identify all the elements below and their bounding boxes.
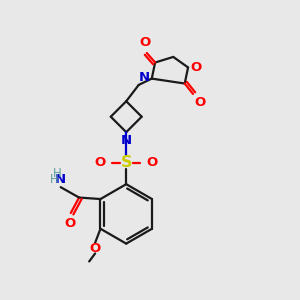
Text: H: H (50, 173, 58, 186)
Text: N: N (55, 173, 66, 186)
Text: O: O (147, 156, 158, 169)
Text: N: N (139, 70, 150, 84)
Text: N: N (121, 134, 132, 147)
Text: H: H (52, 167, 61, 180)
Text: O: O (89, 242, 101, 255)
Text: O: O (190, 61, 202, 74)
Text: O: O (140, 36, 151, 50)
Text: O: O (194, 96, 206, 109)
Text: O: O (64, 217, 76, 230)
Text: S: S (121, 155, 132, 170)
Text: O: O (94, 156, 106, 169)
